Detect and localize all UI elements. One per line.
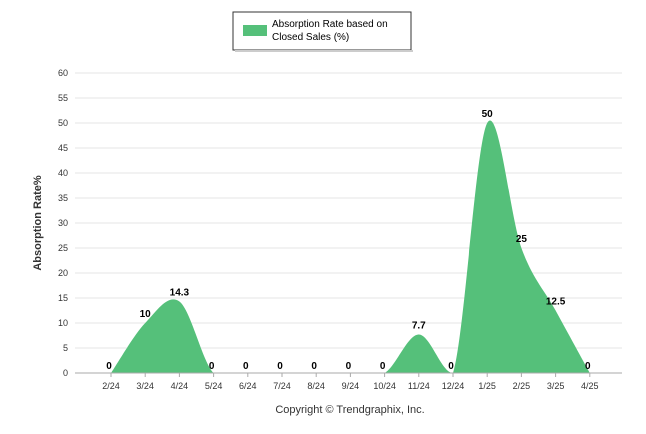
y-tick-label: 30: [58, 218, 68, 228]
x-tick-label: 11/24: [408, 381, 430, 391]
y-tick-label: 60: [58, 68, 68, 78]
axes: 0 5 10 15 20 25 30 35 40 45 50 55 60 2/24 3/24 4/24 5/24…: [58, 68, 622, 391]
x-tick-label: 9/24: [342, 381, 360, 391]
copyright-footer: Copyright © Trendgraphix, Inc.: [275, 404, 424, 416]
x-tick-label: 2/24: [102, 381, 120, 391]
x-tick-label: 10/24: [373, 381, 396, 391]
x-tick-label: 3/24: [136, 381, 154, 391]
x-tick-label: 3/25: [547, 381, 565, 391]
y-tick-label: 25: [58, 243, 68, 253]
data-label-9/24: 0: [346, 361, 352, 372]
data-label-6/24: 0: [243, 361, 249, 372]
data-label-2/24: 0: [106, 361, 112, 372]
legend-swatch: [243, 25, 267, 36]
y-tick-label: 5: [63, 343, 68, 353]
legend: Absorption Rate based on Closed Sales (%…: [232, 11, 413, 52]
series-area: [110, 120, 590, 374]
data-label-2/25: 25: [516, 234, 528, 245]
y-tick-label: 15: [58, 293, 68, 303]
data-labels: 0 10 14.3 0 0 0 0 0 0 7.7 0 50 25 12.5 0: [106, 109, 591, 372]
data-label-11/24: 7.7: [412, 321, 426, 332]
data-label-5/24: 0: [209, 361, 215, 372]
y-tick-label: 35: [58, 193, 68, 203]
data-label-4/24: 14.3: [170, 288, 190, 299]
y-axis-title: Absorption Rate%: [32, 175, 44, 271]
data-label-4/25: 0: [585, 361, 591, 372]
y-tick-label: 55: [58, 93, 68, 103]
data-label-7/24: 0: [277, 361, 283, 372]
y-tick-label: 0: [63, 368, 68, 378]
x-tick-label: 1/25: [478, 381, 496, 391]
x-tick-label: 7/24: [273, 381, 291, 391]
x-tick-label: 8/24: [307, 381, 325, 391]
x-tick-label: 2/25: [513, 381, 531, 391]
x-tick-label: 4/24: [171, 381, 189, 391]
x-tick-label: 12/24: [442, 381, 465, 391]
data-label-3/25: 12.5: [546, 297, 566, 308]
y-tick-label: 50: [58, 118, 68, 128]
y-tick-label: 40: [58, 168, 68, 178]
y-tick-label: 45: [58, 143, 68, 153]
legend-line-1: Absorption Rate based on: [272, 19, 388, 30]
legend-line-2: Closed Sales (%): [272, 32, 349, 43]
data-label-12/24: 0: [448, 361, 454, 372]
x-tick-label: 5/24: [205, 381, 223, 391]
data-label-1/25: 50: [482, 109, 494, 120]
series-area-fill: [111, 120, 590, 373]
x-tick-label: 6/24: [239, 381, 257, 391]
legend-shadow: [235, 50, 413, 52]
data-label-8/24: 0: [311, 361, 317, 372]
data-label-10/24: 0: [380, 361, 386, 372]
data-label-3/24: 10: [140, 309, 152, 320]
y-tick-label: 10: [58, 318, 68, 328]
x-tick-label: 4/25: [581, 381, 599, 391]
y-tick-label: 20: [58, 268, 68, 278]
